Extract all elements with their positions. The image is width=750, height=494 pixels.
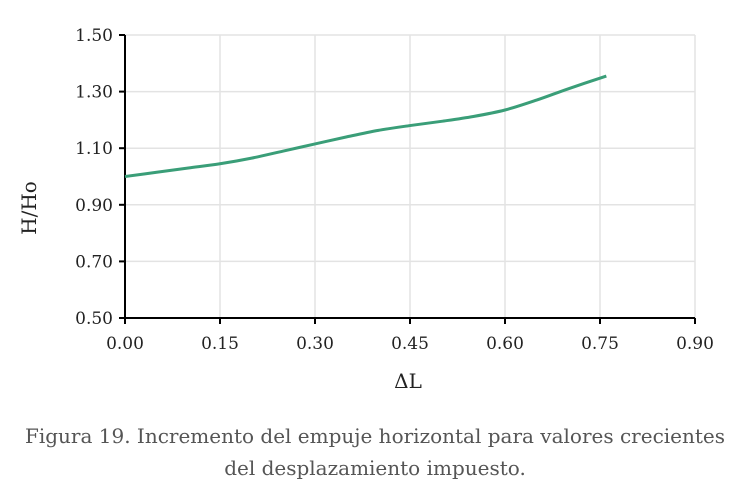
x-tick-label: 0.00	[106, 334, 144, 354]
y-tick-label: 1.30	[75, 83, 113, 103]
caption-line-2: del desplazamiento impuesto.	[224, 456, 526, 480]
y-tick-label: 0.70	[75, 252, 113, 272]
x-axis-label: ΔL	[394, 369, 422, 393]
gridlines	[125, 34, 696, 318]
x-tick-label: 0.15	[201, 334, 239, 354]
x-tick-label: 0.90	[676, 334, 714, 354]
y-tick-label: 1.50	[75, 26, 113, 46]
y-tick-label: 0.50	[75, 309, 113, 329]
x-tick-label: 0.75	[581, 334, 619, 354]
figure-caption: Figura 19. Incremento del empuje horizon…	[0, 420, 750, 484]
line-chart: 0.00 0.15 0.30 0.45 0.60 0.75 0.90 0.50 0.70 0.90…	[17, 26, 714, 393]
x-tick-label: 0.30	[296, 334, 334, 354]
x-tick-label: 0.60	[486, 334, 524, 354]
series-line	[124, 74, 607, 178]
axis-ticks: 0.00 0.15 0.30 0.45 0.60 0.75 0.90 0.50 0.70 0.90…	[75, 26, 714, 354]
y-tick-label: 0.90	[75, 196, 113, 216]
y-tick-label: 1.10	[75, 139, 113, 159]
caption-line-1: Figura 19. Incremento del empuje horizon…	[24, 424, 726, 448]
y-axis-label: H/Ho	[17, 181, 41, 235]
x-tick-label: 0.45	[391, 334, 429, 354]
